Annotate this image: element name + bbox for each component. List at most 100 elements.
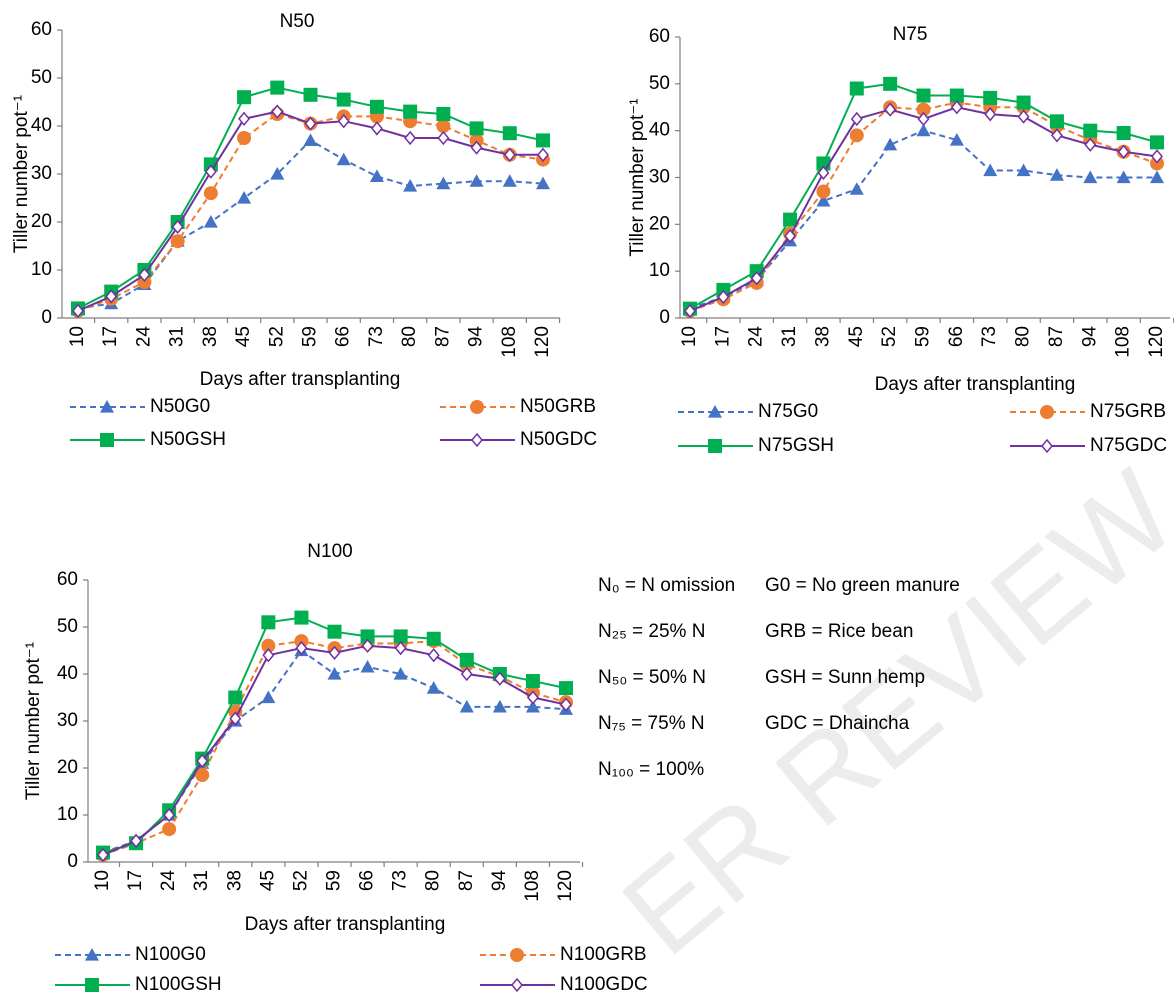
marker	[560, 697, 572, 712]
y-tick-label: 30	[649, 167, 670, 188]
x-tick-label: 24	[746, 326, 767, 348]
x-tick-label: 94	[489, 870, 510, 892]
marker	[100, 400, 114, 413]
marker	[1040, 405, 1054, 419]
marker	[493, 671, 506, 686]
marker	[950, 100, 963, 115]
marker	[916, 102, 931, 117]
marker	[163, 807, 176, 823]
x-tick-label: 73	[979, 326, 1000, 347]
y-tick-label: 20	[31, 211, 52, 232]
y-tick-label: 50	[31, 67, 52, 88]
marker	[1150, 170, 1164, 184]
x-tick-label: 17	[712, 326, 733, 347]
marker	[228, 690, 243, 705]
marker	[1151, 149, 1163, 164]
marker	[1083, 123, 1098, 138]
marker	[1016, 95, 1031, 110]
marker	[426, 631, 441, 646]
x-tick-label: 45	[233, 326, 254, 347]
y-tick-label: 20	[57, 757, 78, 778]
marker	[849, 182, 864, 195]
marker	[427, 648, 440, 663]
marker	[336, 152, 351, 166]
marker	[983, 163, 998, 177]
marker	[984, 107, 997, 122]
marker	[237, 90, 252, 105]
marker	[170, 234, 185, 249]
note-g-type: GDC = Dhaincha	[765, 713, 910, 734]
marker	[1084, 137, 1097, 152]
y-tick-label: 10	[649, 260, 670, 281]
note-n-level: N₂₅ = 25% N	[598, 621, 705, 642]
marker	[1016, 163, 1031, 177]
series-line	[102, 640, 567, 856]
marker	[492, 699, 507, 713]
marker	[97, 847, 109, 863]
chart-title: N50	[280, 11, 315, 32]
note-g-type: GRB = Rice bean	[765, 621, 913, 642]
marker	[1083, 170, 1098, 184]
marker	[559, 681, 573, 696]
marker	[459, 652, 474, 667]
legend-label: N50GDC	[520, 429, 597, 450]
marker	[394, 640, 407, 656]
marker	[536, 133, 550, 148]
x-tick-label: 24	[133, 326, 154, 348]
marker	[262, 648, 275, 663]
marker	[526, 690, 539, 705]
marker	[949, 88, 964, 103]
marker	[849, 128, 864, 143]
marker	[393, 629, 408, 644]
marker	[536, 176, 550, 190]
x-tick-label: 87	[456, 870, 477, 891]
marker	[327, 667, 342, 680]
x-tick-label: 10	[67, 326, 88, 347]
marker	[502, 174, 517, 187]
marker	[237, 131, 252, 145]
marker	[1050, 128, 1063, 143]
marker	[304, 116, 317, 131]
marker	[370, 121, 383, 136]
marker	[138, 267, 151, 282]
legend-label: N75GSH	[758, 435, 834, 456]
y-tick-label: 60	[57, 569, 78, 590]
chart-title: N100	[307, 541, 352, 562]
marker	[510, 948, 524, 962]
legend-label: N50G0	[150, 396, 210, 417]
marker	[369, 169, 384, 182]
marker	[369, 99, 384, 114]
marker	[469, 133, 484, 148]
x-axis-label: Days after transplanting	[200, 369, 401, 390]
marker	[1117, 144, 1130, 159]
y-axis-label: Tiller number pot⁻¹	[627, 98, 648, 256]
x-tick-label: 38	[200, 326, 221, 347]
x-tick-label: 38	[812, 326, 833, 347]
marker	[511, 977, 523, 993]
marker	[403, 104, 418, 119]
marker	[162, 822, 177, 837]
marker	[916, 88, 931, 103]
marker	[195, 768, 210, 783]
marker	[203, 215, 218, 228]
x-tick-label: 66	[357, 870, 378, 891]
marker	[884, 102, 897, 117]
x-tick-label: 120	[1146, 326, 1167, 358]
marker	[360, 629, 375, 644]
marker	[336, 92, 351, 107]
marker	[72, 303, 84, 318]
marker	[100, 433, 114, 447]
marker	[360, 659, 375, 673]
marker	[327, 624, 342, 639]
note-n-level: N₅₀ = 50% N	[598, 667, 706, 688]
x-tick-label: 120	[555, 870, 576, 902]
marker	[537, 147, 549, 162]
legend-label: N75GRB	[1090, 401, 1166, 422]
marker	[1116, 170, 1131, 184]
y-tick-label: 20	[649, 213, 670, 234]
marker	[502, 126, 517, 141]
marker	[469, 121, 484, 136]
y-tick-label: 30	[31, 163, 52, 184]
legend-label: N100GDC	[560, 974, 648, 995]
marker	[470, 140, 483, 155]
